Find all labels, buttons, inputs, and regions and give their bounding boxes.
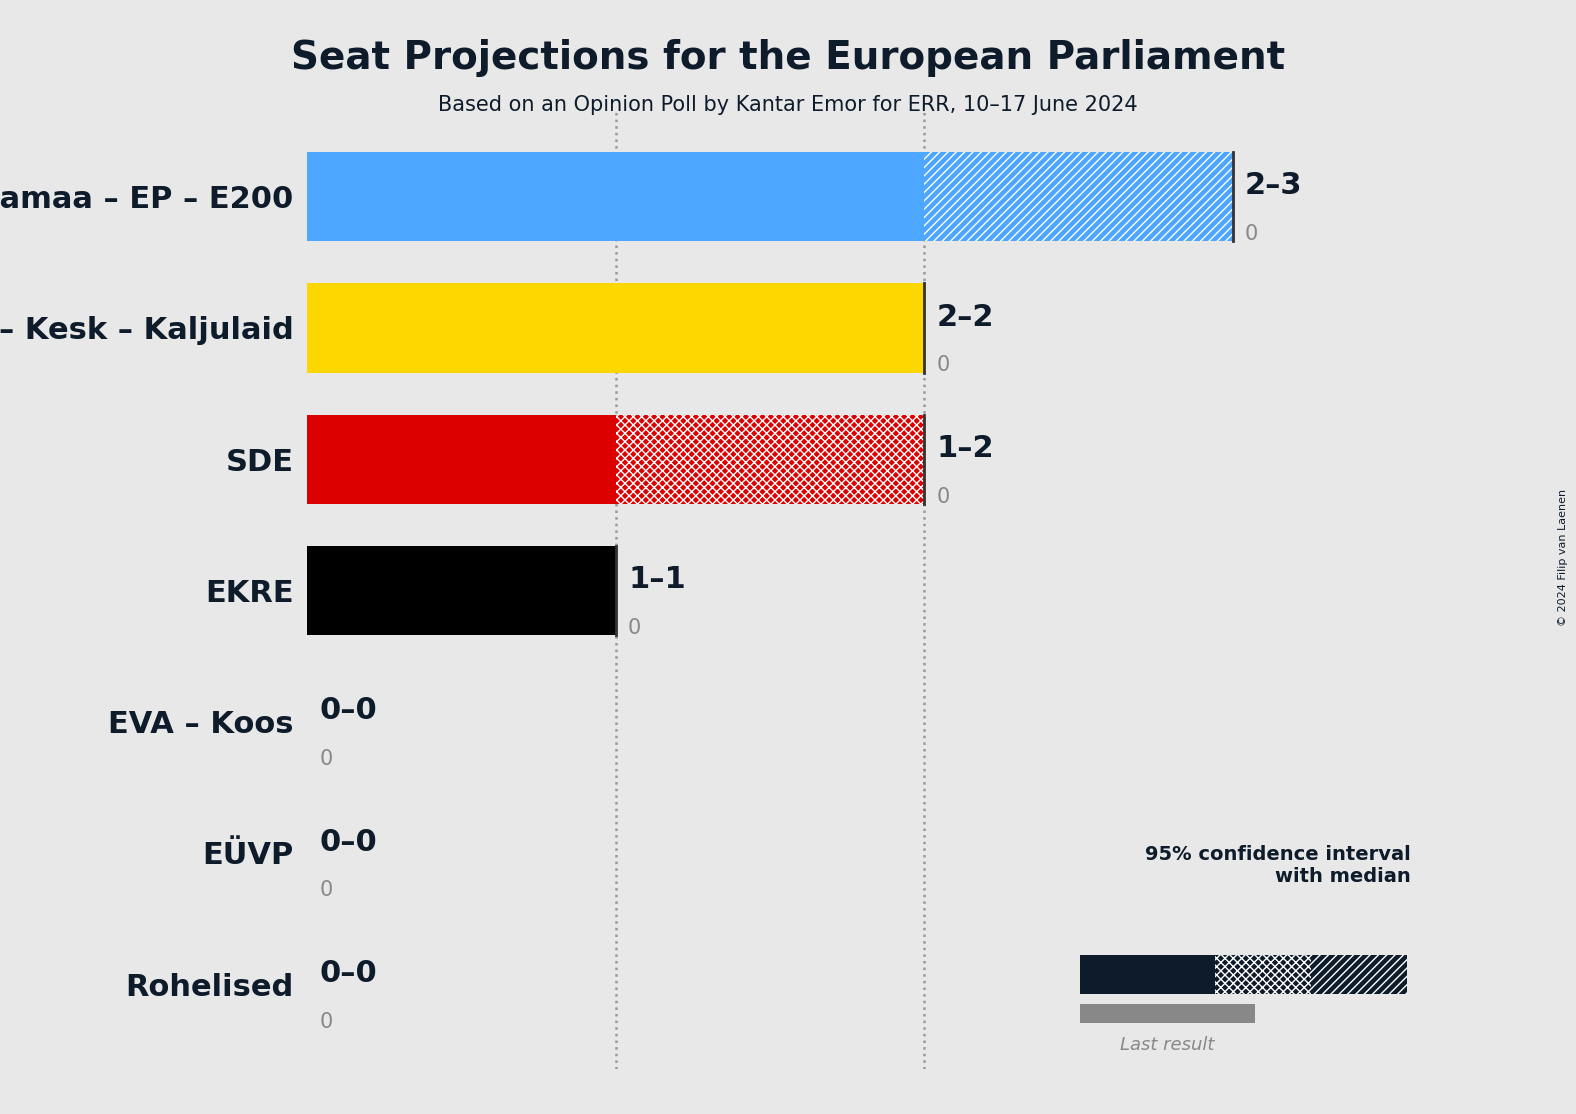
Text: 0: 0 bbox=[1245, 224, 1258, 244]
Bar bbox=[1080, 1004, 1254, 1024]
Bar bbox=[307, 153, 924, 242]
Text: 0: 0 bbox=[320, 880, 333, 900]
Text: 1–2: 1–2 bbox=[936, 434, 994, 463]
Text: 0: 0 bbox=[936, 355, 950, 375]
Text: 2–2: 2–2 bbox=[936, 303, 994, 332]
Text: 0: 0 bbox=[936, 487, 950, 507]
Text: 95% confidence interval
with median: 95% confidence interval with median bbox=[1144, 844, 1411, 886]
Text: 0: 0 bbox=[629, 618, 641, 638]
Text: 0–0: 0–0 bbox=[320, 696, 377, 725]
Bar bbox=[1080, 955, 1215, 994]
Bar bbox=[307, 283, 924, 372]
Text: 2–3: 2–3 bbox=[1245, 172, 1302, 201]
Text: Based on an Opinion Poll by Kantar Emor for ERR, 10–17 June 2024: Based on an Opinion Poll by Kantar Emor … bbox=[438, 95, 1138, 115]
Text: 0: 0 bbox=[320, 749, 333, 769]
Bar bbox=[1215, 955, 1311, 994]
Text: 0–0: 0–0 bbox=[320, 959, 377, 988]
Text: 0: 0 bbox=[320, 1012, 333, 1032]
Bar bbox=[1311, 955, 1407, 994]
Bar bbox=[307, 546, 616, 635]
Text: Seat Projections for the European Parliament: Seat Projections for the European Parlia… bbox=[292, 39, 1284, 77]
Text: © 2024 Filip van Laenen: © 2024 Filip van Laenen bbox=[1559, 488, 1568, 626]
Bar bbox=[616, 414, 924, 504]
Bar bbox=[307, 414, 616, 504]
Text: Last result: Last result bbox=[1121, 1036, 1215, 1054]
Text: 0–0: 0–0 bbox=[320, 828, 377, 857]
Bar bbox=[924, 153, 1232, 242]
Text: 1–1: 1–1 bbox=[629, 565, 686, 594]
